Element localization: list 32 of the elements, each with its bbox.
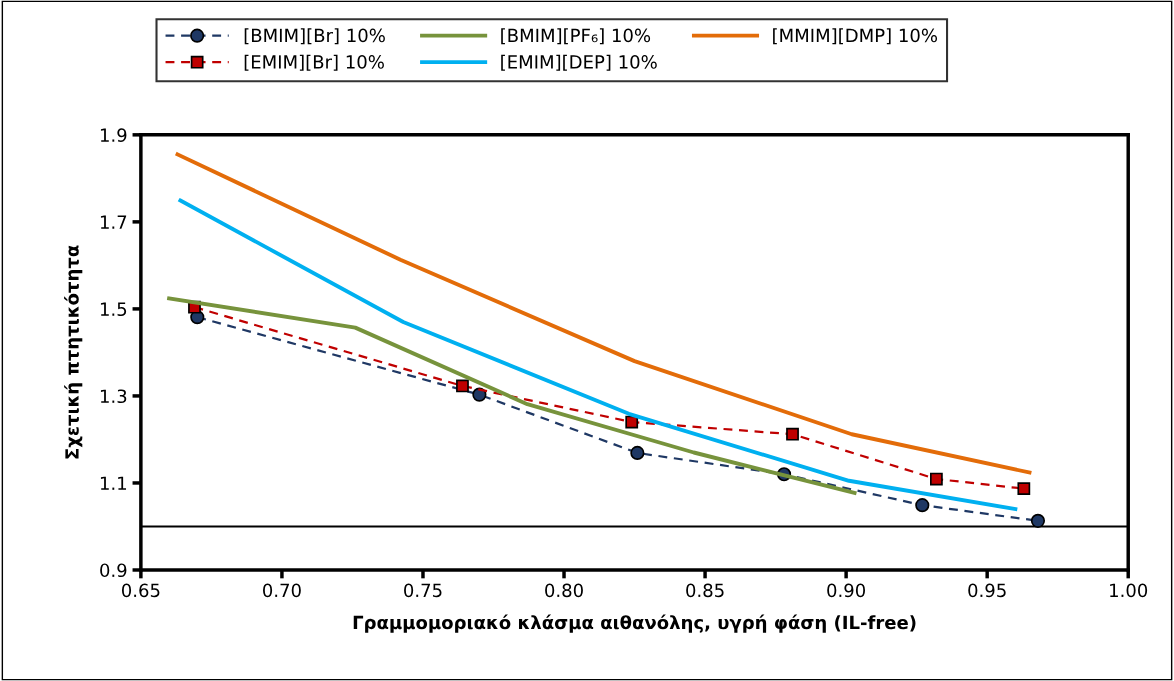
legend-label: [EMIM][Br] 10%	[244, 54, 384, 71]
legend-label: [EMIM][DEP] 10%	[501, 54, 657, 71]
point	[625, 415, 639, 429]
y-tick-label: 1.7	[100, 215, 127, 229]
legend-label: [BMIM][PF₆] 10%	[501, 28, 651, 45]
y-tick-label: 1.1	[100, 476, 127, 490]
y-tick-label: 1.3	[100, 389, 127, 404]
x-axis-title: Γραμμομοριακό κλάσμα αιθανόλης, υγρή φάση (IL-free)	[353, 614, 916, 633]
line-series	[167, 296, 857, 495]
point	[915, 498, 930, 513]
line-series	[178, 198, 1018, 512]
legend-label: [MMIM][DMP] 10%	[773, 28, 938, 45]
legend-label: [BMIM][Br] 10%	[244, 28, 385, 45]
y-tick-label: 1.5	[100, 302, 127, 317]
line-series	[175, 152, 1032, 475]
x-tick-label: 0.90	[827, 583, 866, 598]
x-tick-label: 0.65	[121, 583, 160, 598]
point	[1017, 482, 1031, 496]
x-tick-label: 0.75	[404, 583, 442, 598]
y-tick-label: 1.9	[100, 128, 127, 142]
x-tick-label: 0.80	[545, 583, 583, 598]
y-tick-label: 0.9	[100, 563, 127, 578]
x-tick-label: 1.00	[1110, 583, 1148, 598]
point	[786, 427, 799, 441]
point	[929, 472, 943, 486]
y-axis-title: Σχετική πτητικότητα	[64, 245, 83, 459]
x-tick-label: 0.70	[263, 583, 301, 598]
point	[630, 445, 645, 461]
point	[456, 379, 469, 393]
x-tick-label: 0.85	[686, 583, 724, 598]
point	[1030, 513, 1046, 528]
x-tick-label: 0.95	[968, 583, 1006, 598]
